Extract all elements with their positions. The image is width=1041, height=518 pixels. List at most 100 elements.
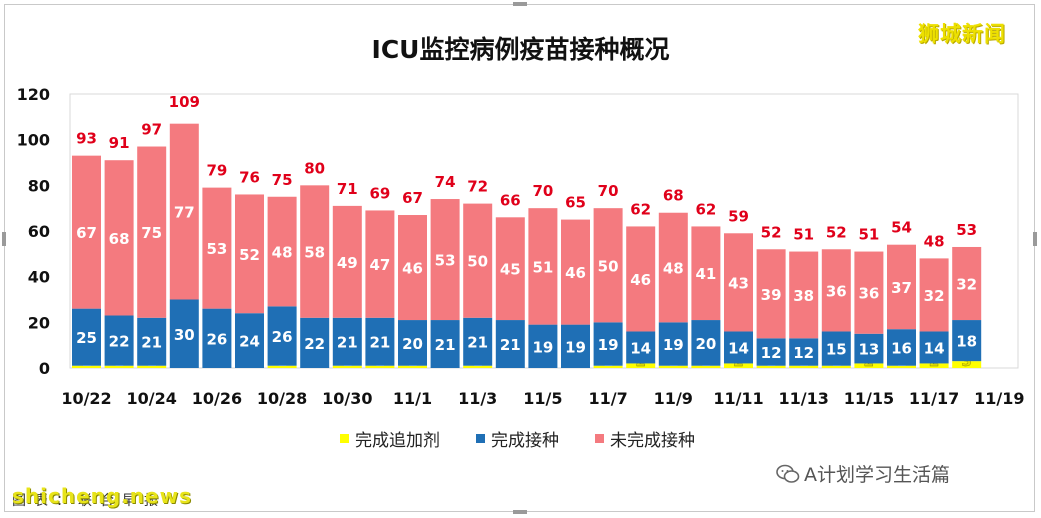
total-label: 70 [532, 182, 553, 200]
x-tick-label: 11/9 [654, 389, 693, 408]
total-label: 72 [467, 178, 488, 196]
total-label: 66 [500, 191, 521, 209]
data-label-full: 18 [956, 333, 977, 351]
y-tick-label: 100 [17, 131, 50, 150]
total-label: 109 [169, 93, 200, 111]
bar-segment-unvaccinated [332, 205, 362, 318]
total-label: 59 [728, 207, 749, 225]
data-label-full: 24 [239, 333, 260, 351]
bar-segment-unvaccinated [104, 160, 134, 316]
bar-segment-full [691, 320, 721, 366]
data-label-unvaccinated: 38 [793, 287, 814, 305]
data-label-full: 12 [761, 344, 782, 362]
data-label-full: 14 [728, 339, 749, 357]
bar-segment-booster [756, 365, 786, 368]
bar-segment-booster [658, 365, 688, 368]
bar-segment-unvaccinated [495, 217, 525, 321]
data-label-full: 26 [272, 328, 293, 346]
bar-segment-full [756, 338, 786, 366]
bar-segment-full [724, 331, 753, 364]
wechat-icon [776, 464, 800, 483]
legend-label-full: 完成接种 [491, 431, 559, 451]
total-label: 71 [337, 180, 358, 198]
bar-segment-unvaccinated [626, 226, 656, 332]
y-tick-label: 20 [28, 313, 50, 332]
total-label: 75 [272, 171, 293, 189]
total-label: 53 [956, 221, 977, 239]
data-label-full: 21 [141, 334, 162, 352]
chart-legend: 完成追加剂 完成接种 未完成接种 [340, 426, 695, 451]
resize-handle-left[interactable] [2, 232, 6, 246]
bar-segment-booster [854, 363, 884, 368]
bar-segment-booster [593, 365, 623, 368]
data-label-unvaccinated: 46 [565, 264, 586, 282]
bar-segment-booster [104, 365, 134, 368]
data-label-full: 21 [435, 336, 456, 354]
bar-segment-booster [887, 365, 916, 368]
bar-segment-full [952, 320, 982, 362]
total-label: 93 [76, 130, 97, 148]
total-label: 51 [858, 226, 879, 244]
data-label-unvaccinated: 43 [728, 274, 749, 292]
data-label-unvaccinated: 67 [76, 224, 97, 242]
bar-segment-booster [72, 365, 101, 368]
data-label-full: 20 [695, 335, 716, 353]
data-label-full: 25 [76, 329, 97, 347]
bar-segment-booster [463, 365, 493, 368]
data-label-unvaccinated: 49 [337, 254, 358, 272]
resize-handle-top[interactable] [513, 2, 527, 6]
bar-segment-unvaccinated [300, 185, 330, 318]
data-label-full: 22 [304, 335, 325, 353]
watermark-top: 狮城新闻 [918, 22, 1006, 46]
bar-segment-booster [691, 365, 721, 368]
bar-segment-full [430, 320, 460, 368]
data-label-unvaccinated: 68 [109, 230, 130, 248]
data-label-unvaccinated: 48 [663, 260, 684, 278]
bar-segment-unvaccinated [267, 196, 297, 307]
wechat-account: A计划学习生活篇 [776, 460, 950, 487]
bar-segment-full [332, 317, 362, 366]
bar-segment-booster [332, 365, 362, 368]
total-label: 67 [402, 189, 423, 207]
total-label: 97 [141, 121, 162, 139]
total-label: 51 [793, 226, 814, 244]
data-label-full: 15 [826, 341, 847, 359]
bar-segment-unvaccinated [724, 233, 753, 332]
data-label-full: 19 [532, 338, 553, 356]
bar-segment-unvaccinated [463, 203, 493, 318]
bar-segment-unvaccinated [658, 212, 688, 323]
data-label-unvaccinated: 48 [272, 244, 293, 262]
bottom-watermark: shicheng.news [12, 484, 192, 508]
bar-segment-unvaccinated [398, 215, 427, 321]
bar-segment-full [495, 320, 525, 368]
total-label: 76 [239, 168, 260, 186]
bar-segment-full [267, 306, 297, 366]
bar-segment-unvaccinated [430, 199, 460, 321]
bar-segment-full [593, 322, 623, 366]
data-label-unvaccinated: 50 [467, 253, 488, 271]
total-label: 68 [663, 187, 684, 205]
legend-label-booster: 完成追加剂 [355, 431, 440, 451]
data-label-full: 21 [369, 334, 390, 352]
x-tick-label: 11/15 [844, 389, 894, 408]
bar-segment-unvaccinated [854, 251, 884, 334]
total-label: 69 [369, 184, 390, 202]
bar-segment-full [561, 324, 590, 368]
bar-segment-unvaccinated [691, 226, 721, 321]
wechat-account-name: A计划学习生活篇 [804, 464, 950, 486]
y-tick-label: 0 [39, 359, 50, 378]
resize-handle-right[interactable] [1033, 232, 1037, 246]
data-label-unvaccinated: 47 [369, 256, 390, 274]
data-label-full: 14 [924, 339, 945, 357]
data-label-unvaccinated: 53 [435, 252, 456, 270]
bar-segment-unvaccinated [202, 187, 232, 309]
resize-handle-bottom[interactable] [513, 510, 527, 514]
bar-segment-full [463, 317, 493, 366]
total-label: 79 [206, 162, 227, 180]
total-label: 52 [826, 223, 847, 241]
bar-segment-booster [626, 363, 656, 368]
total-label: 52 [761, 223, 782, 241]
bar-segment-full [658, 322, 688, 366]
y-tick-label: 80 [28, 176, 50, 195]
